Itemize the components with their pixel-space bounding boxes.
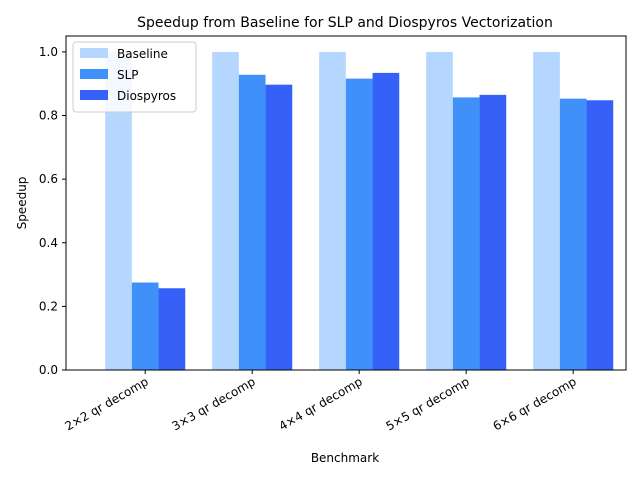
- x-tick-label: 4×4 qr decomp: [277, 374, 365, 433]
- bar-diospyros-5: [586, 100, 614, 370]
- y-axis-label: Speedup: [15, 177, 29, 230]
- x-axis-label: Benchmark: [311, 451, 379, 465]
- legend-swatch-diospyros: [80, 90, 108, 100]
- y-axis: 0.0 0.2 0.4 0.6 0.8 1.0: [39, 45, 66, 377]
- bar-diospyros-4: [479, 94, 507, 370]
- y-tick-label: 0.0: [39, 363, 58, 377]
- bars-group: [105, 51, 614, 371]
- legend-label-baseline: Baseline: [117, 47, 168, 61]
- plot-frame: [65, 35, 627, 371]
- bar-slp-2: [238, 74, 266, 370]
- bar-slp-4: [452, 97, 480, 370]
- x-tick-label: 6×6 qr decomp: [491, 374, 579, 433]
- y-tick-label: 1.0: [39, 45, 58, 59]
- y-tick-label: 0.2: [39, 299, 58, 313]
- bar-baseline-2: [212, 51, 239, 371]
- y-tick-label: 0.8: [39, 109, 58, 123]
- bar-baseline-4: [426, 51, 453, 371]
- x-tick-label: 5×5 qr decomp: [384, 374, 472, 433]
- bar-diospyros-1: [158, 288, 186, 370]
- bar-slp-3: [345, 78, 373, 371]
- legend: Baseline SLP Diospyros: [72, 41, 197, 113]
- x-tick-label: 2×2 qr decomp: [63, 374, 151, 433]
- bar-slp-1: [131, 282, 159, 370]
- bar-diospyros-3: [372, 72, 400, 371]
- x-tick-label: 3×3 qr decomp: [170, 374, 258, 433]
- legend-label-slp: SLP: [117, 68, 139, 82]
- y-tick-label: 0.6: [39, 172, 58, 186]
- bar-baseline-3: [319, 51, 346, 371]
- bar-diospyros-2: [265, 84, 293, 371]
- x-axis: 2×2 qr decomp 3×3 qr decomp 4×4 qr decomp 5…: [63, 370, 579, 433]
- bar-slp-5: [559, 98, 587, 370]
- legend-swatch-slp: [80, 69, 108, 79]
- bar-baseline-5: [533, 51, 560, 371]
- legend-label-diospyros: Diospyros: [117, 89, 176, 103]
- y-tick-label: 0.4: [39, 236, 58, 250]
- chart-title: Speedup from Baseline for SLP and Diospy…: [137, 15, 553, 31]
- legend-swatch-baseline: [80, 48, 108, 58]
